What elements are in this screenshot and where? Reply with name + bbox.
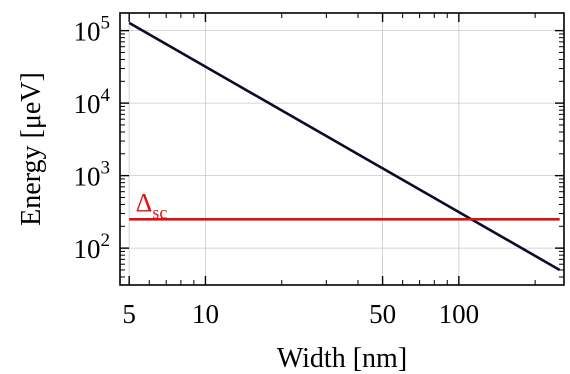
- annotations: Δsc: [136, 188, 168, 222]
- x-tick-label: 50: [369, 299, 396, 329]
- grid: [120, 13, 564, 285]
- y-tick-labels: 102 103 104 105: [74, 13, 111, 265]
- series-layer: [128, 21, 561, 272]
- y-tick-label: 102: [74, 230, 111, 264]
- x-axis-label: Width [nm]: [277, 343, 407, 374]
- x-tick-label: 100: [439, 299, 480, 329]
- delta-sc-label: Δsc: [136, 188, 168, 222]
- y-tick-label: 105: [74, 13, 111, 47]
- y-axis-label: Energy [μeV]: [16, 72, 47, 226]
- y-tick-label: 103: [74, 158, 111, 192]
- plot-frame: [119, 12, 565, 286]
- energy-curve: [128, 21, 561, 272]
- x-tick-label: 10: [192, 299, 219, 329]
- y-tick-label: 104: [74, 85, 111, 119]
- x-tick-label: 5: [122, 299, 136, 329]
- ticks: [120, 13, 564, 285]
- x-tick-labels: 5 10 50 100: [122, 299, 479, 329]
